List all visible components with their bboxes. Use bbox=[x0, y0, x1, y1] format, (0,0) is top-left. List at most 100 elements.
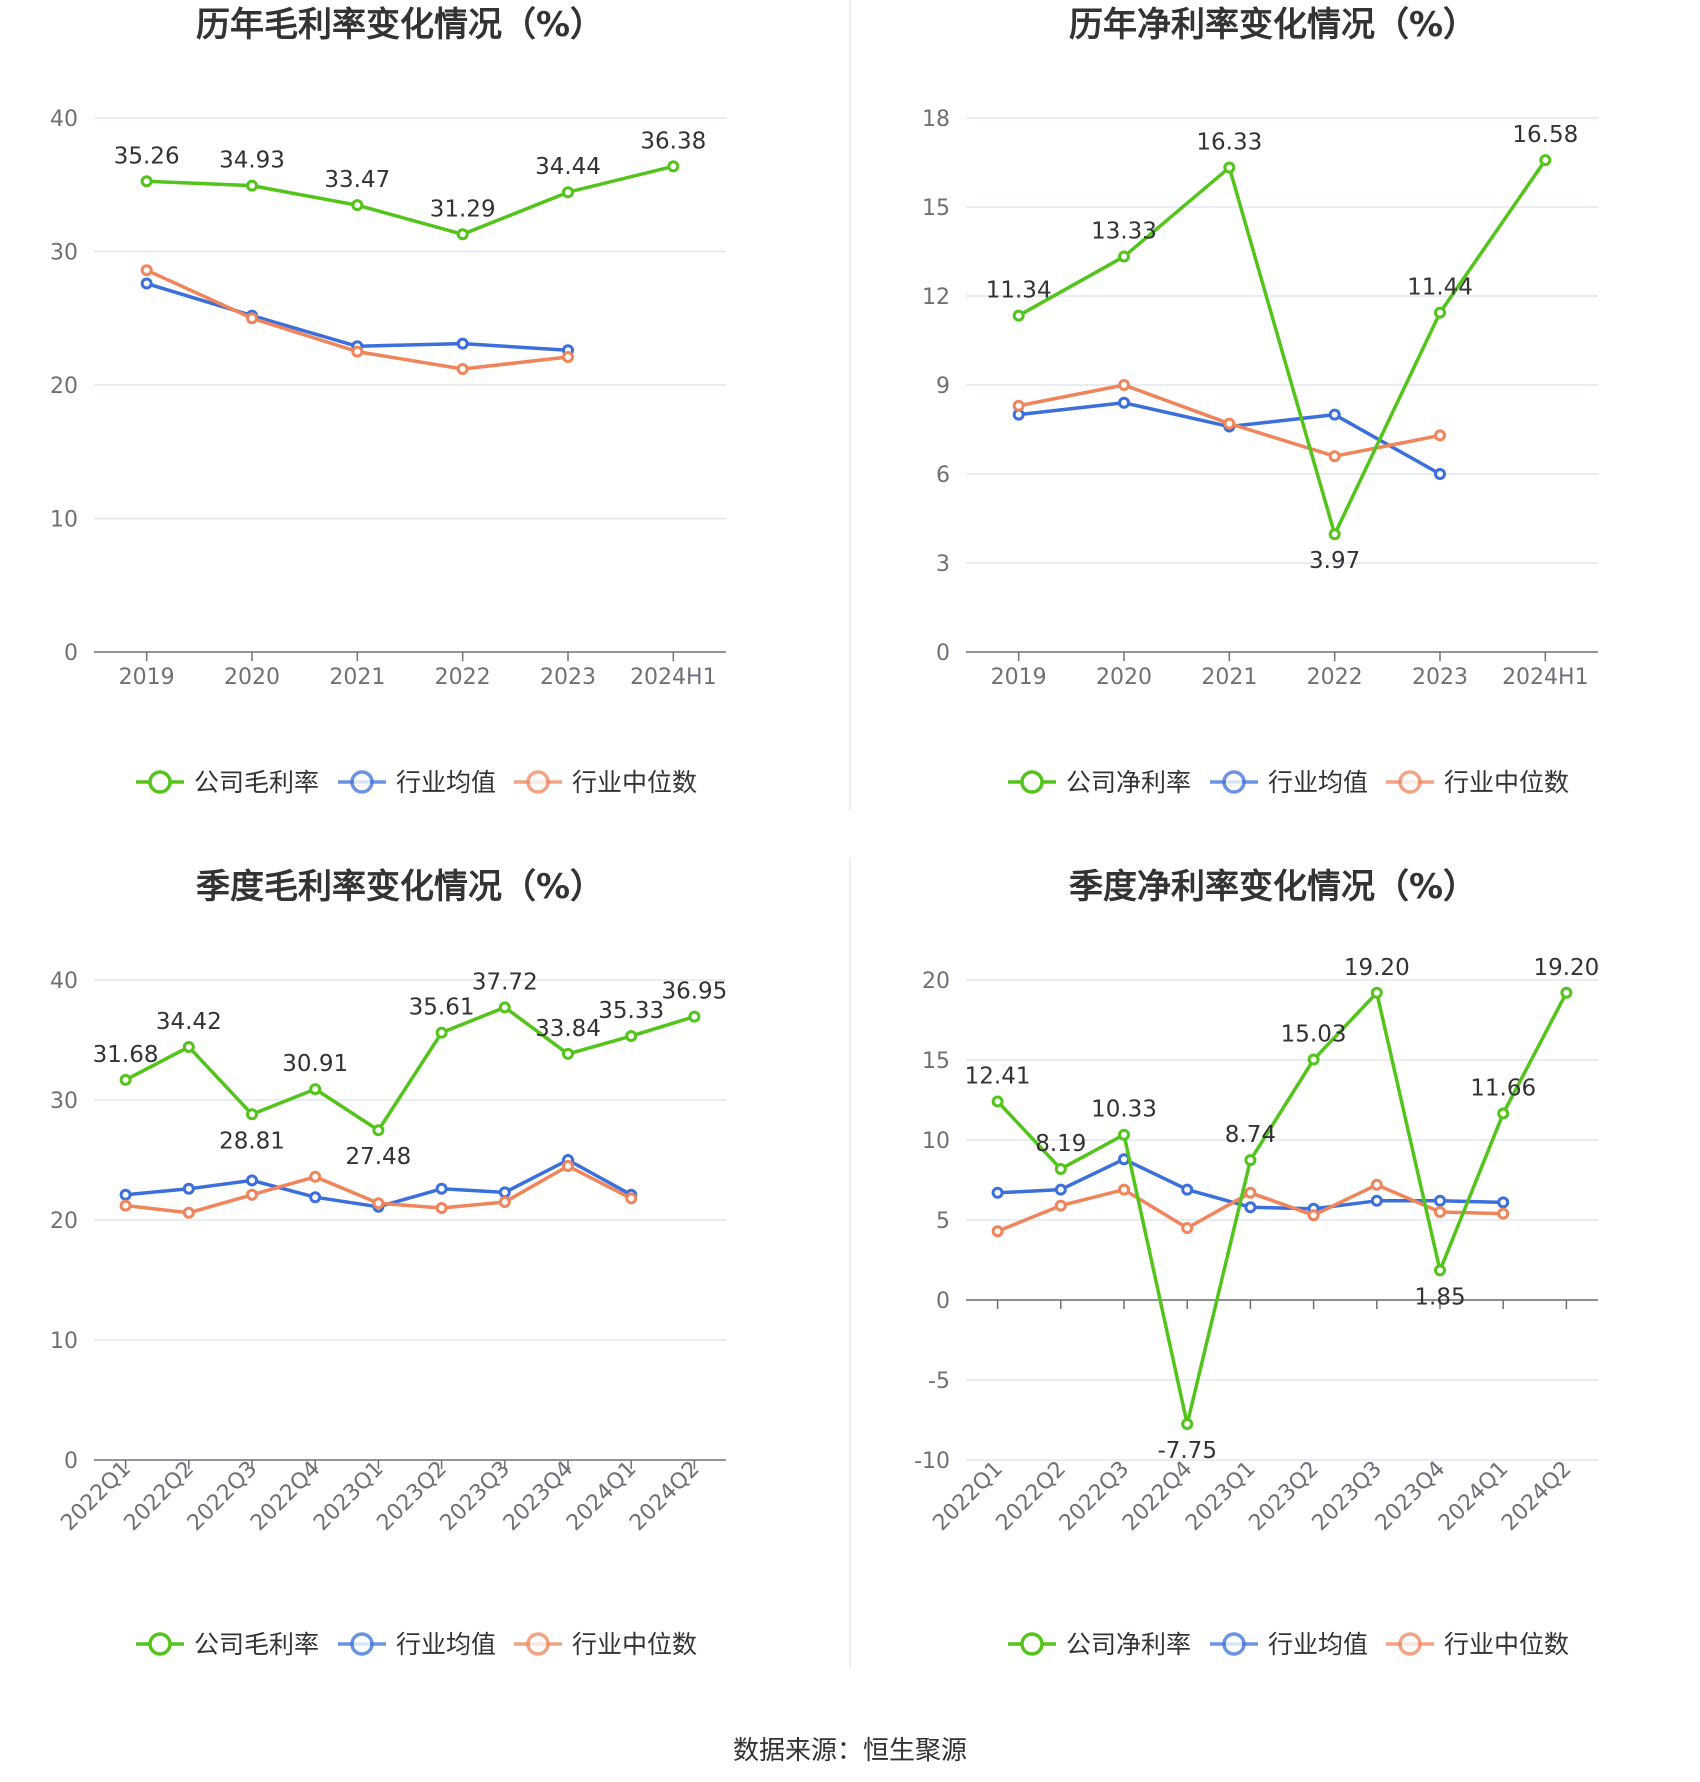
data-label: 19.20 bbox=[1344, 955, 1410, 981]
x-tick-label: 2024H1 bbox=[1502, 665, 1589, 690]
legend-item: 行业中位数 bbox=[514, 1630, 697, 1659]
legend-item: 公司净利率 bbox=[1008, 1630, 1191, 1659]
legend-label: 行业中位数 bbox=[1444, 768, 1569, 797]
legend-item: 行业中位数 bbox=[514, 768, 697, 797]
data-point bbox=[182, 1206, 195, 1219]
legend-item: 行业均值 bbox=[1210, 1630, 1368, 1659]
data-point bbox=[498, 1001, 511, 1014]
chart-2: 历年净利率变化情况（%） 0 3 6 9 12 15 18 2019 2020 2021 2022 20… bbox=[922, 5, 1598, 797]
data-point bbox=[1497, 1196, 1510, 1209]
data-label: 19.20 bbox=[1533, 955, 1599, 981]
data-label: 28.81 bbox=[219, 1128, 285, 1154]
x-tick-label: 2022 bbox=[435, 665, 491, 690]
y-tick-label: 0 bbox=[936, 641, 950, 666]
data-label: 37.72 bbox=[472, 969, 538, 995]
data-label: 12.41 bbox=[965, 1063, 1031, 1089]
x-tick-label: 2020 bbox=[224, 665, 280, 690]
legend-marker bbox=[148, 770, 172, 794]
y-tick-label: 15 bbox=[922, 1049, 950, 1074]
data-point bbox=[1118, 250, 1130, 263]
x-tick-label: 2022Q3 bbox=[1055, 1457, 1134, 1536]
data-label: 36.38 bbox=[640, 128, 706, 154]
data-point bbox=[435, 1026, 448, 1039]
data-point bbox=[119, 1188, 132, 1201]
legend-label: 公司毛利率 bbox=[194, 768, 319, 797]
x-tick-label: 2024H1 bbox=[630, 665, 717, 690]
data-label: 30.91 bbox=[282, 1051, 348, 1077]
x-tick-label: 2023Q1 bbox=[1181, 1457, 1260, 1536]
y-tick-label: 30 bbox=[50, 241, 78, 266]
legend-marker bbox=[1398, 770, 1422, 794]
data-label: 15.03 bbox=[1281, 1022, 1347, 1048]
legend-marker bbox=[1020, 1632, 1044, 1656]
y-tick-label: 18 bbox=[922, 107, 950, 132]
x-tick-label: 2023 bbox=[1412, 665, 1468, 690]
data-point bbox=[140, 264, 153, 277]
data-label: 13.33 bbox=[1091, 219, 1157, 245]
data-point bbox=[688, 1010, 701, 1023]
data-point bbox=[435, 1182, 448, 1195]
data-point bbox=[1370, 1178, 1383, 1191]
data-point bbox=[1434, 468, 1446, 480]
data-point bbox=[1012, 309, 1025, 322]
data-point bbox=[991, 1225, 1004, 1238]
data-point bbox=[309, 1191, 322, 1204]
data-label: 36.95 bbox=[661, 979, 727, 1005]
data-point bbox=[119, 1073, 132, 1086]
data-label: 35.61 bbox=[409, 995, 475, 1021]
data-point bbox=[435, 1202, 448, 1214]
data-point bbox=[1307, 1053, 1320, 1066]
data-point bbox=[1054, 1199, 1067, 1212]
data-source-note: 数据来源：恒生聚源 bbox=[732, 1736, 967, 1766]
data-point bbox=[1434, 1206, 1446, 1218]
x-tick-label: 2024Q1 bbox=[562, 1457, 641, 1536]
data-point bbox=[140, 277, 153, 290]
x-tick-label: 2022Q2 bbox=[992, 1457, 1071, 1536]
data-point bbox=[1223, 161, 1236, 174]
y-tick-label: 20 bbox=[922, 969, 950, 994]
y-tick-label: 20 bbox=[50, 374, 78, 399]
data-point bbox=[1539, 154, 1552, 167]
data-point bbox=[456, 362, 469, 375]
x-tick-label: 2023Q2 bbox=[372, 1457, 451, 1536]
legend-item: 公司毛利率 bbox=[136, 1630, 319, 1659]
legend-marker bbox=[1020, 770, 1044, 794]
data-point bbox=[1118, 1128, 1130, 1141]
x-tick-label: 2023Q4 bbox=[1371, 1457, 1450, 1536]
data-point bbox=[246, 312, 258, 325]
data-point bbox=[1244, 1154, 1257, 1167]
legend-label: 行业均值 bbox=[1268, 1630, 1368, 1659]
data-point bbox=[1244, 1201, 1257, 1214]
y-tick-label: 20 bbox=[50, 1209, 78, 1234]
data-point bbox=[1497, 1207, 1510, 1220]
legend-label: 行业中位数 bbox=[1444, 1630, 1569, 1659]
data-label: 34.93 bbox=[219, 148, 285, 174]
data-label: 1.85 bbox=[1414, 1284, 1465, 1310]
x-tick-label: 2023Q4 bbox=[499, 1457, 578, 1536]
data-label: 34.44 bbox=[535, 154, 601, 180]
data-point bbox=[246, 179, 258, 192]
legend-item: 行业均值 bbox=[338, 1630, 496, 1659]
data-point bbox=[991, 1186, 1004, 1199]
y-tick-label: 40 bbox=[50, 969, 78, 994]
x-tick-label: 2024Q2 bbox=[1497, 1457, 1576, 1536]
legend-marker bbox=[1222, 770, 1246, 794]
x-tick-label: 2021 bbox=[329, 665, 385, 690]
data-label: 35.33 bbox=[598, 998, 664, 1024]
data-label: 8.19 bbox=[1035, 1131, 1086, 1157]
data-point bbox=[625, 1030, 638, 1043]
y-tick-label: -10 bbox=[914, 1449, 950, 1474]
data-point bbox=[625, 1192, 638, 1205]
data-point bbox=[1434, 1264, 1446, 1277]
data-point bbox=[1012, 399, 1025, 412]
x-tick-label: 2023Q1 bbox=[309, 1457, 388, 1536]
data-label: 8.74 bbox=[1225, 1122, 1276, 1148]
data-point bbox=[1181, 1418, 1194, 1430]
data-point bbox=[1370, 1194, 1383, 1207]
data-point bbox=[498, 1196, 511, 1208]
y-tick-label: 15 bbox=[922, 196, 950, 221]
data-point bbox=[372, 1197, 385, 1210]
chart-title: 季度净利率变化情况（%） bbox=[1069, 867, 1477, 907]
data-point bbox=[1434, 1194, 1446, 1207]
data-point bbox=[246, 1108, 258, 1121]
